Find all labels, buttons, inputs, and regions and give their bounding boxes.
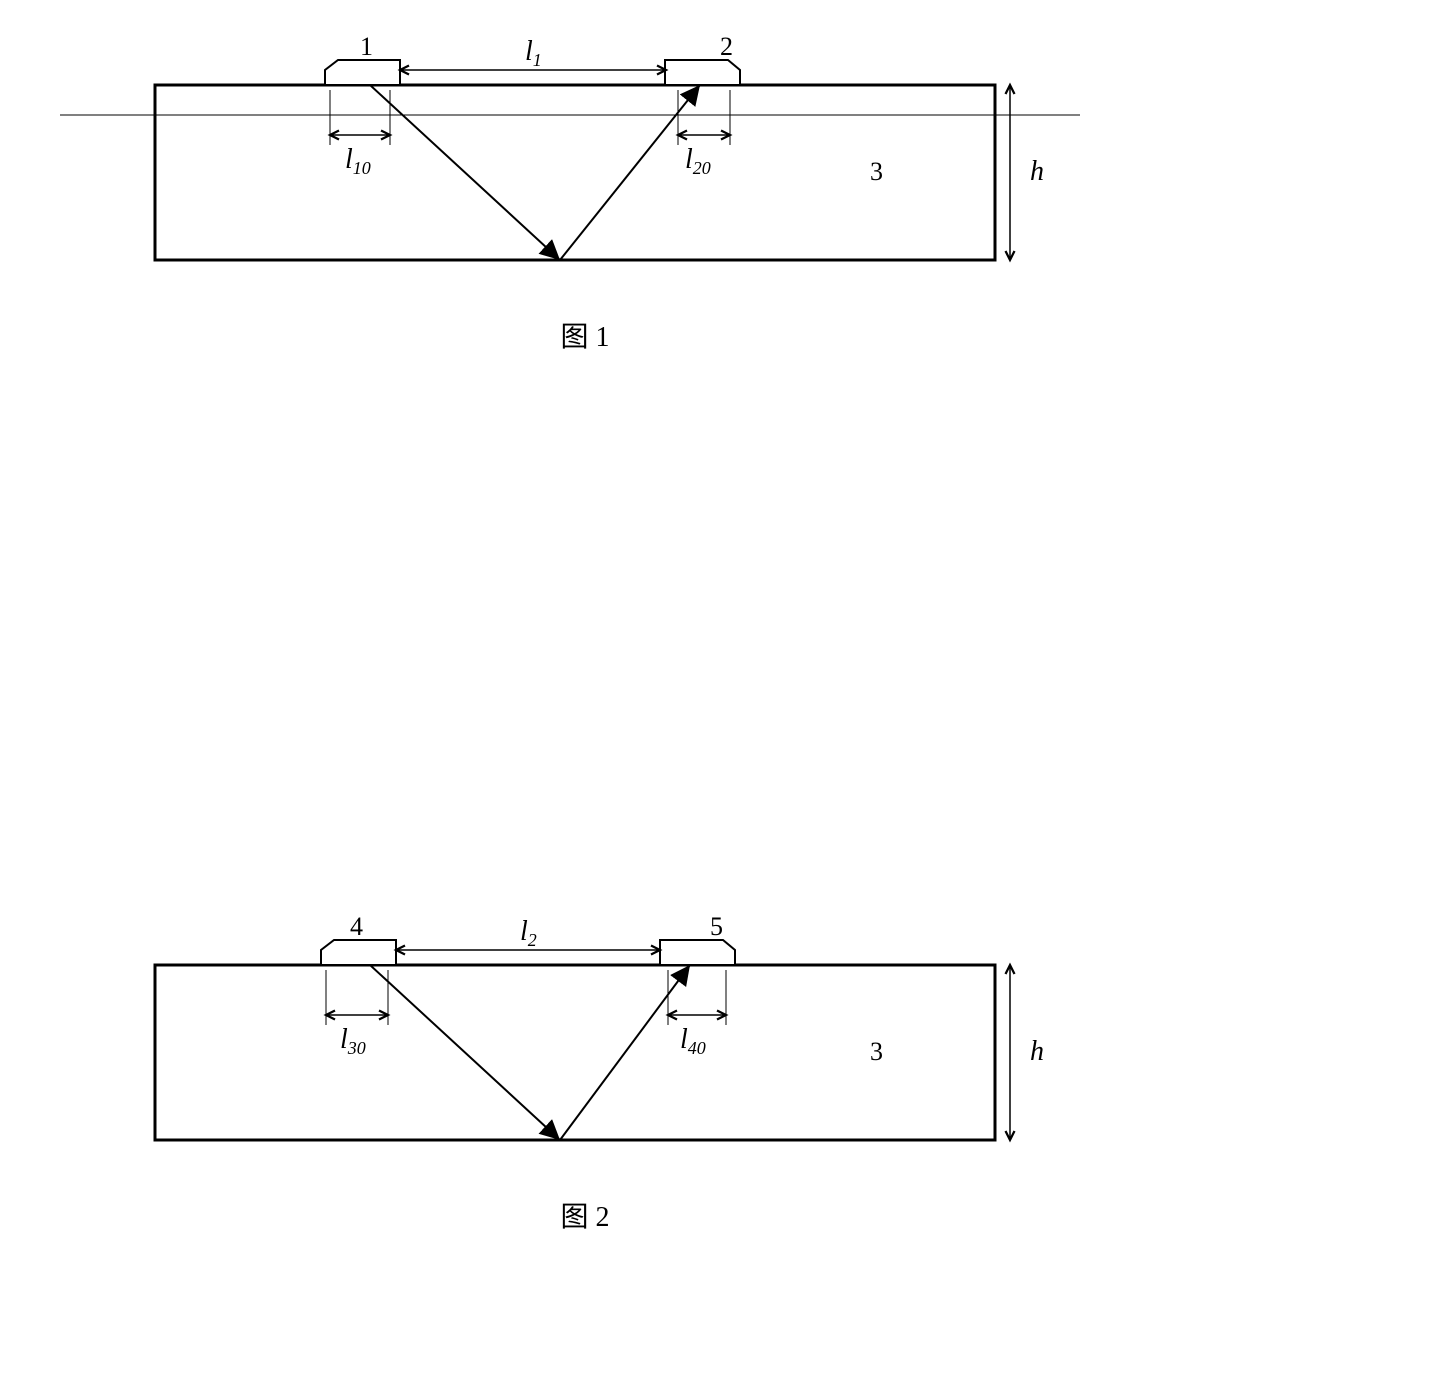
probe-4-label: 4 — [350, 912, 363, 941]
specimen-rect — [155, 85, 995, 260]
probe-4 — [321, 940, 396, 965]
probe-5 — [660, 940, 735, 965]
dim-l2-label: l2 — [520, 916, 537, 950]
probe-2 — [665, 60, 740, 85]
figure-2: 4 5 l2 l30 l40 h 3 图 2 — [60, 900, 1110, 1235]
probe-5-label: 5 — [710, 912, 723, 941]
specimen-rect — [155, 965, 995, 1140]
dim-h-label: h — [1030, 156, 1044, 187]
figure-1-caption: 图 1 — [60, 315, 1110, 355]
label-3: 3 — [870, 1037, 883, 1066]
figure-2-svg: 4 5 l2 l30 l40 h 3 — [60, 900, 1110, 1160]
figure-2-caption: 图 2 — [60, 1195, 1110, 1235]
figure-1-svg: 1 2 l1 l10 l20 h 3 — [60, 20, 1110, 280]
figure-1: 1 2 l1 l10 l20 h 3 图 1 — [60, 20, 1110, 355]
probe-1-label: 1 — [360, 32, 373, 61]
probe-2-label: 2 — [720, 32, 733, 61]
dim-h-label: h — [1030, 1036, 1044, 1067]
dim-l1-label: l1 — [525, 36, 542, 70]
label-3: 3 — [870, 157, 883, 186]
probe-1 — [325, 60, 400, 85]
